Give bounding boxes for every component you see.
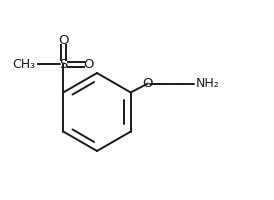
Text: CH₃: CH₃ [12, 58, 35, 71]
Text: NH₂: NH₂ [196, 77, 219, 90]
Text: O: O [84, 58, 94, 71]
Text: O: O [58, 34, 68, 47]
Text: S: S [59, 58, 67, 71]
Text: O: O [143, 77, 153, 90]
